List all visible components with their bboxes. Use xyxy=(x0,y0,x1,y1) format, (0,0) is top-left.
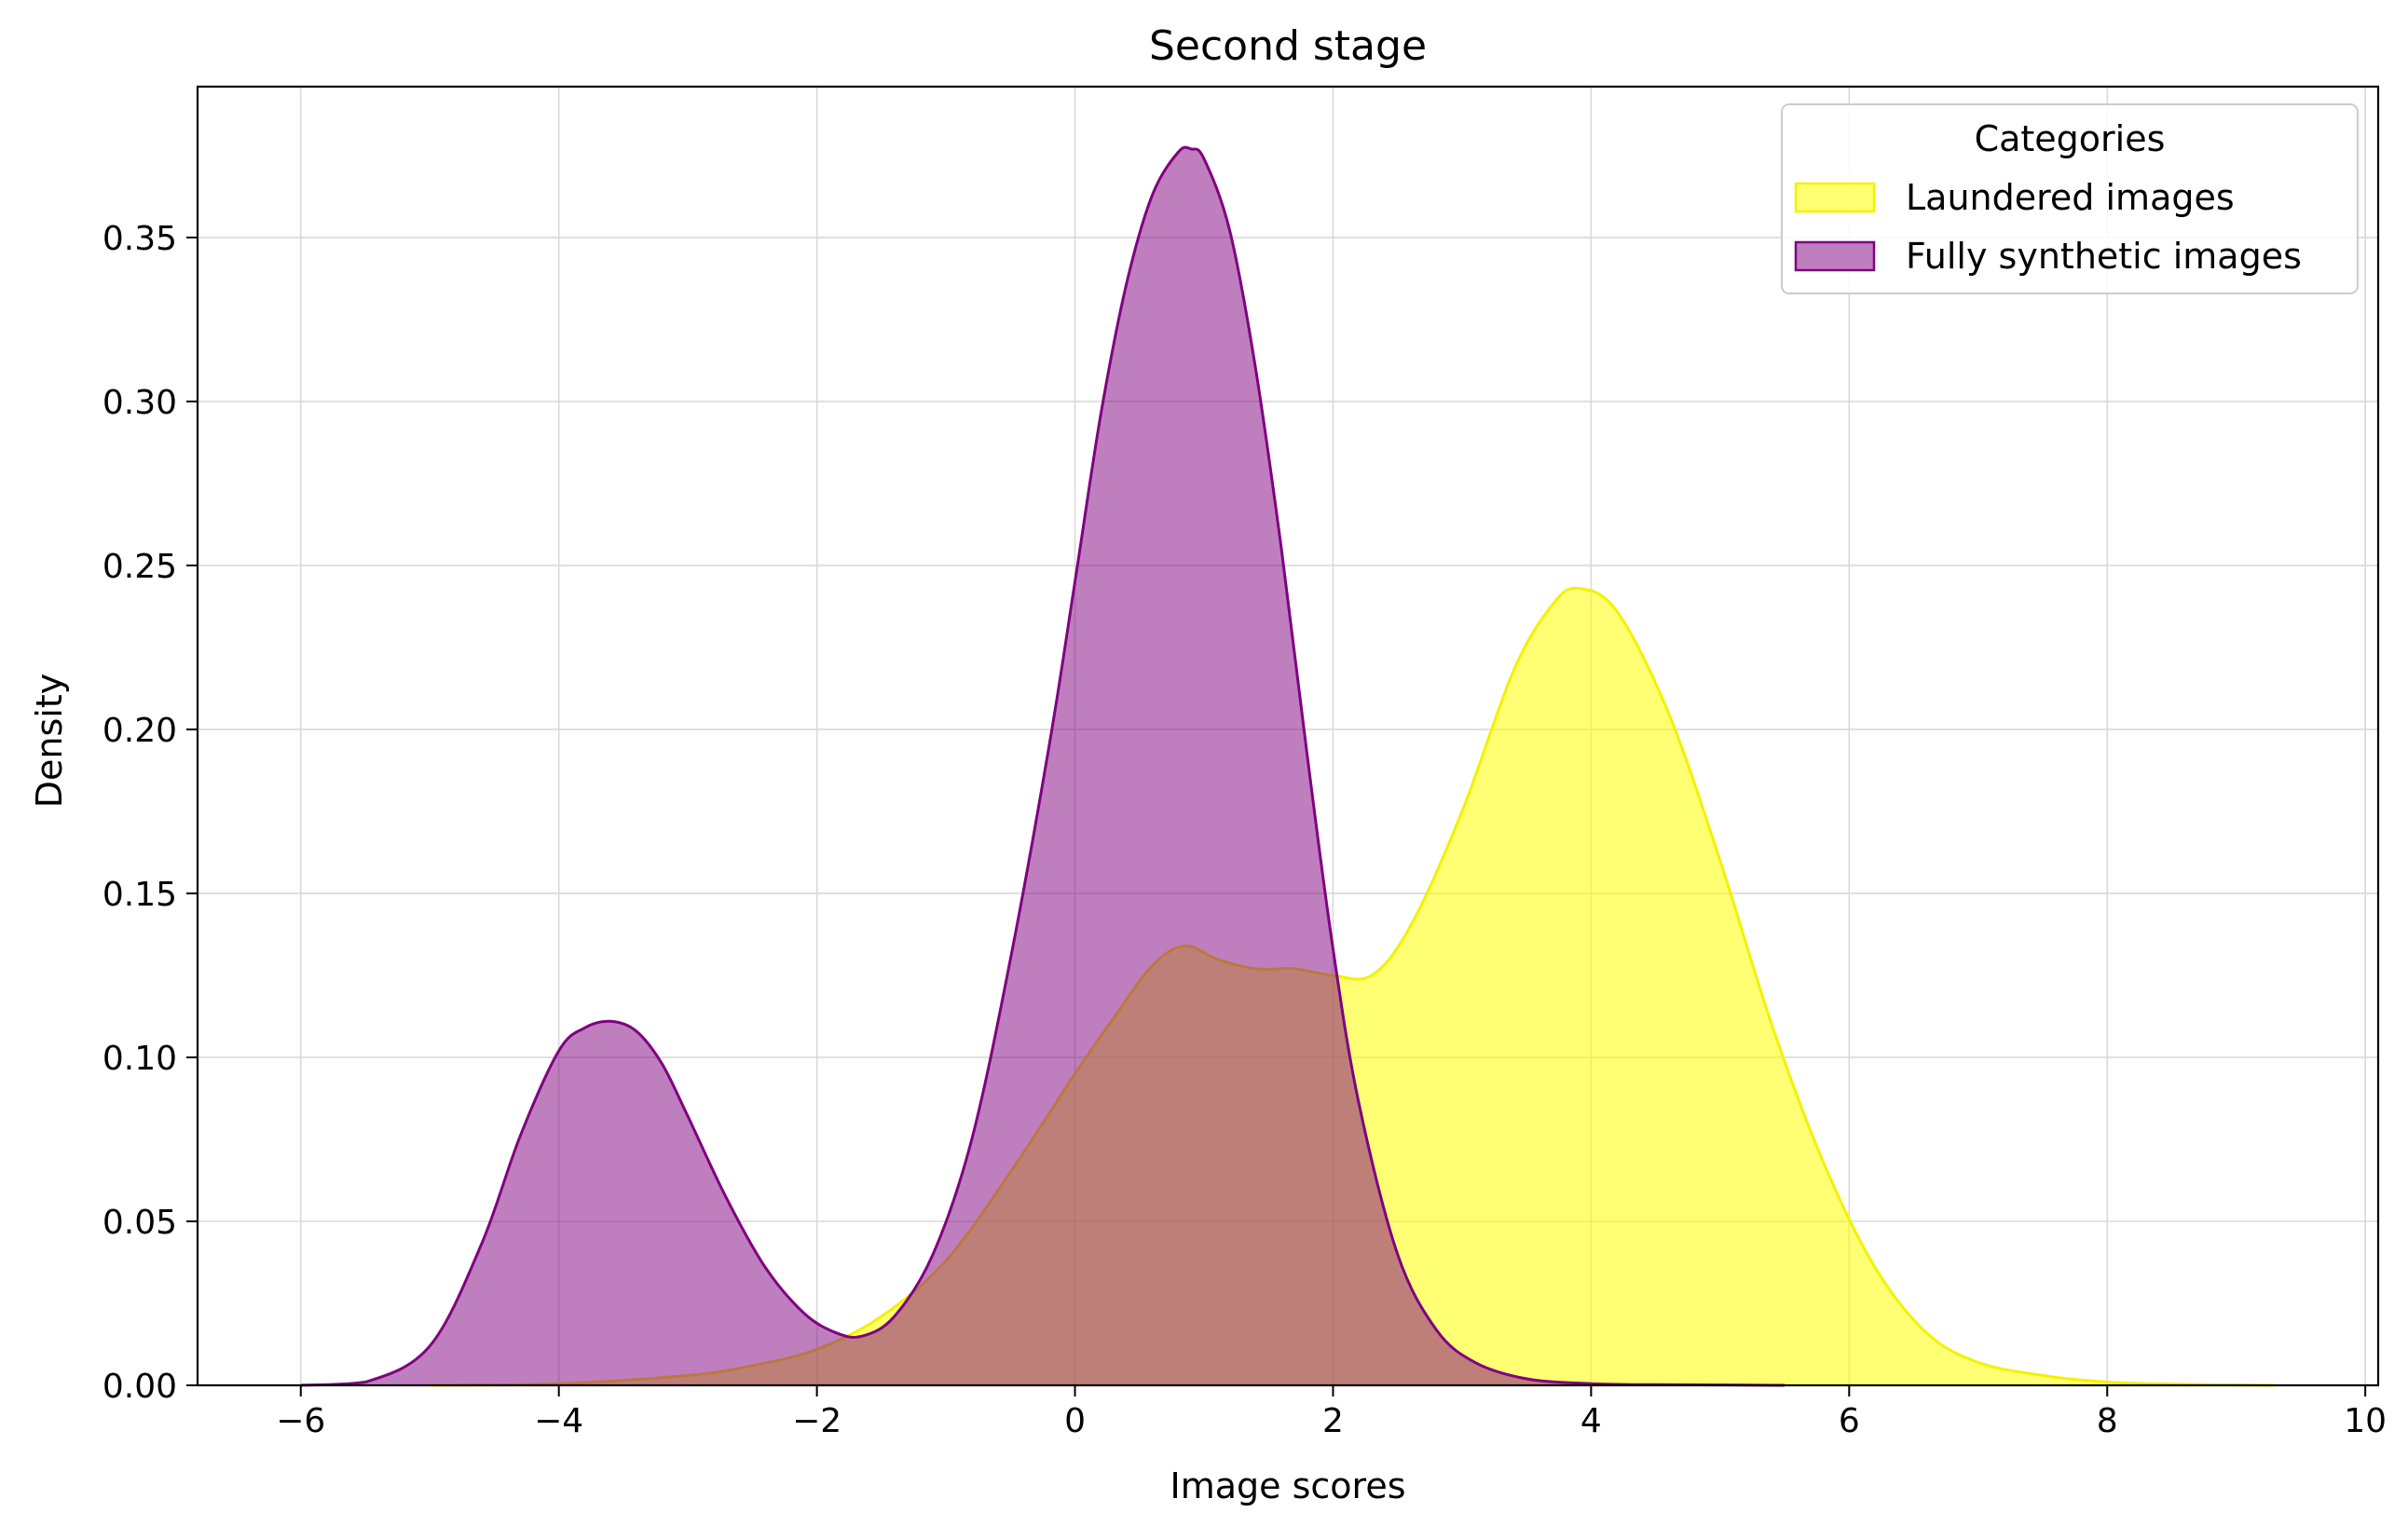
y-tick-label: 0.20 xyxy=(103,712,177,750)
legend: Categories Laundered images Fully synthe… xyxy=(1781,103,2359,294)
x-tick-label: 4 xyxy=(1580,1402,1602,1440)
y-tick-label: 0.00 xyxy=(103,1368,177,1406)
x-tick-label: 0 xyxy=(1064,1402,1086,1440)
legend-label-laundered: Laundered images xyxy=(1906,177,2235,218)
legend-swatch-synthetic xyxy=(1794,240,1876,272)
plot-series xyxy=(300,145,2276,1387)
y-tick-label: 0.10 xyxy=(103,1040,177,1078)
y-tick-label: 0.30 xyxy=(103,384,177,422)
x-tick-label: 6 xyxy=(1839,1402,1860,1440)
y-tick-label: 0.15 xyxy=(103,876,177,914)
y-tick-label: 0.25 xyxy=(103,548,177,586)
legend-label-synthetic: Fully synthetic images xyxy=(1906,236,2302,277)
x-tick-label: 8 xyxy=(2097,1402,2118,1440)
y-axis-label: Density xyxy=(29,674,70,808)
y-tick-label: 0.05 xyxy=(103,1204,177,1242)
density-line-synthetic xyxy=(300,145,1785,1387)
legend-title: Categories xyxy=(1975,118,2166,159)
y-tick-label: 0.35 xyxy=(103,220,177,258)
x-tick-label: −2 xyxy=(792,1402,841,1440)
x-tick-label: 2 xyxy=(1322,1402,1344,1440)
plot-frame xyxy=(196,85,2380,1387)
x-tick-label: 10 xyxy=(2344,1402,2387,1440)
density-area-synthetic xyxy=(300,147,1785,1385)
chart-title: Second stage xyxy=(1149,22,1427,70)
legend-swatch-laundered xyxy=(1794,182,1876,213)
x-tick-label: −6 xyxy=(276,1402,325,1440)
x-tick-label: −4 xyxy=(534,1402,583,1440)
axis-ticks: −6 −4 −2 0 2 4 6 8 10 0.00 0.05 0.10 0.15 0.20 0.25 0.3… xyxy=(103,220,2387,1440)
density-area-laundered xyxy=(430,588,2276,1385)
legend-box xyxy=(1781,103,2359,294)
x-axis-label: Image scores xyxy=(1170,1465,1406,1506)
